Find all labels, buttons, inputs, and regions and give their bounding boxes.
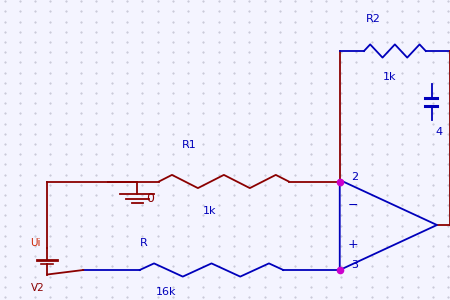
Text: 3: 3: [351, 260, 358, 271]
Text: R1: R1: [182, 140, 196, 150]
Text: V2: V2: [31, 283, 45, 293]
Text: Ui: Ui: [31, 238, 41, 248]
Text: +: +: [348, 238, 359, 251]
Text: 0: 0: [146, 191, 154, 205]
Text: −: −: [348, 199, 358, 212]
Text: 1k: 1k: [202, 206, 216, 215]
Text: R2: R2: [366, 14, 381, 24]
Text: 4: 4: [435, 127, 442, 137]
Text: R: R: [140, 238, 148, 248]
Text: 1k: 1k: [382, 72, 396, 82]
Text: 16k: 16k: [156, 287, 177, 297]
Text: 2: 2: [351, 172, 358, 182]
